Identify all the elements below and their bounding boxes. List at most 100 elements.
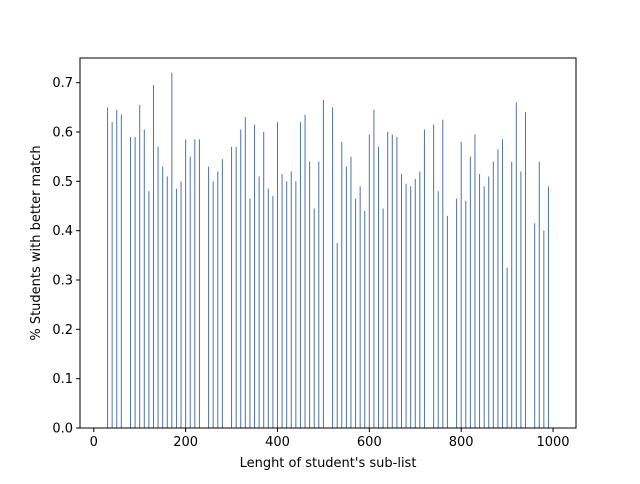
x-tick-label: 1000 [536,435,569,450]
bar [391,134,393,428]
bar [263,132,265,428]
bar [497,149,499,428]
x-tick-label: 800 [449,435,474,450]
bar [217,171,219,428]
bar [152,85,154,428]
bar [148,191,150,428]
bar [341,141,343,428]
bar [474,134,476,428]
bar [116,109,118,429]
bar [111,122,113,428]
bar [534,223,536,428]
y-tick-label: 0.4 [52,224,73,239]
bar [488,176,490,428]
bar [180,181,182,428]
bar [515,102,517,429]
y-tick-label: 0.3 [52,274,73,289]
bar [364,210,366,428]
x-axis-ticks: 0 200 400 600 800 1000 [90,428,570,450]
bar [313,208,315,428]
bar [249,198,251,428]
bar [350,156,352,429]
bar [437,191,439,428]
bar [286,181,288,428]
bar [511,161,513,428]
bar [492,161,494,428]
bar [189,156,191,429]
bar [456,198,458,428]
bar [157,146,159,429]
bar [143,129,145,428]
bar [244,117,246,428]
bar [469,156,471,429]
bar [373,109,375,429]
bar [543,230,545,428]
x-tick-label: 600 [357,435,382,450]
bar [368,134,370,428]
bar [290,171,292,428]
bar [419,171,421,428]
bar [355,198,357,428]
y-axis-label: % Students with better match [29,145,44,340]
bar [254,124,256,428]
bar [267,188,269,428]
y-tick-label: 0.6 [52,126,73,141]
bar [520,171,522,428]
bar [221,159,223,428]
bar [134,136,136,428]
bar [410,186,412,428]
bar [130,136,132,428]
y-axis-ticks: 0.0 0.1 0.2 0.3 0.4 0.5 0.6 0.7 [52,76,80,437]
bar [107,107,109,428]
bar [295,181,297,428]
bar [299,122,301,428]
bar [258,176,260,428]
bar [524,112,526,429]
bar [506,267,508,428]
bar [446,215,448,428]
bar [483,186,485,428]
bar [235,146,237,429]
bar [336,243,338,428]
bar [175,188,177,428]
bar [240,129,242,428]
bar [162,166,164,428]
bar [171,72,173,429]
bar [281,173,283,428]
x-tick-label: 200 [173,435,198,450]
bar [318,161,320,428]
bar [332,107,334,428]
bar [166,176,168,428]
bar [414,178,416,428]
bar [538,161,540,428]
bar [423,129,425,428]
y-tick-label: 0.1 [52,372,73,387]
bar [378,146,380,429]
bar [185,139,187,428]
plot-frame [79,57,577,429]
bar [442,119,444,429]
bars-group [107,72,549,429]
y-tick-label: 0.0 [52,422,73,437]
bar [120,114,122,428]
bar [276,122,278,428]
bar [231,146,233,429]
bar [382,208,384,428]
x-axis-label: Lenght of student's sub-list [240,456,417,471]
bar [405,183,407,428]
bar [304,114,306,428]
y-tick-label: 0.2 [52,323,73,338]
bar [465,201,467,428]
bar [433,124,435,428]
bar [194,139,196,428]
bar [309,161,311,428]
bar [460,141,462,428]
bar [139,104,141,429]
bar [212,181,214,428]
bar [198,139,200,428]
bar [400,173,402,428]
bar [387,132,389,428]
y-tick-label: 0.7 [52,76,73,91]
